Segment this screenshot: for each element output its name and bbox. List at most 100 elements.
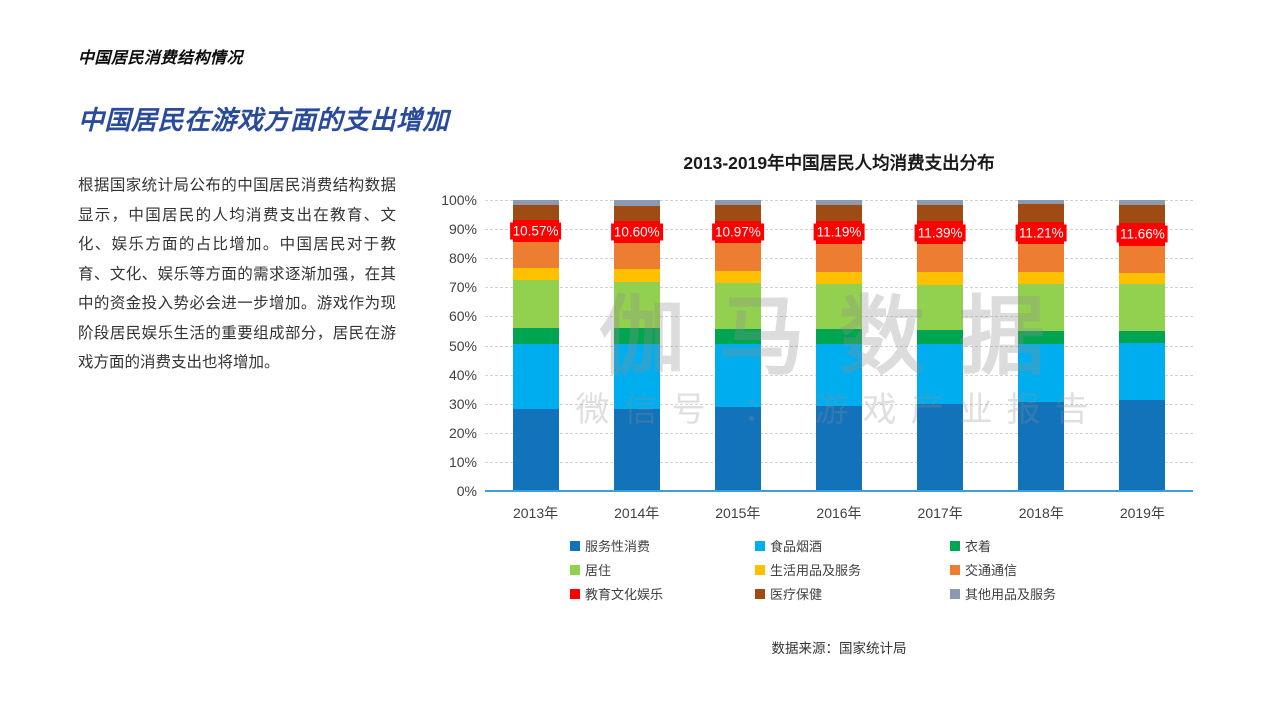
- y-tick-label: 50%: [448, 337, 477, 354]
- bar-segment-生活用品及服务: [816, 271, 862, 285]
- x-tick-label: 2013年: [512, 505, 559, 521]
- data-label: 10.60%: [610, 223, 663, 241]
- x-tick-label: 2016年: [816, 505, 862, 521]
- bar-segment-交通通信: [714, 243, 761, 271]
- bar-segment-交通通信: [1119, 245, 1166, 273]
- y-tick-label: 0%: [456, 483, 477, 499]
- bar-segment-服务性消费: [512, 409, 559, 491]
- legend-swatch: [950, 588, 960, 599]
- bar-segment-教育文化娱乐: 10.57%: [509, 219, 562, 242]
- bar-segment-交通通信: [613, 243, 660, 270]
- bar-segment-食品烟酒: [714, 343, 761, 408]
- y-tick-label: 10%: [448, 453, 477, 470]
- bar-segment-生活用品及服务: [714, 270, 761, 284]
- data-label: 11.19%: [813, 223, 865, 241]
- legend-item-食品烟酒: 食品烟酒: [755, 536, 822, 555]
- legend-swatch: [570, 540, 580, 551]
- bar-segment-交通通信: [512, 241, 559, 268]
- bar-segment-衣着: [512, 327, 559, 345]
- bar-segment-食品烟酒: [1018, 344, 1065, 402]
- legend-label: 其他用品及服务: [965, 587, 1057, 602]
- bar-segment-居住: [1018, 284, 1065, 332]
- y-tick-label: 60%: [448, 308, 477, 325]
- x-tick-label: 2017年: [917, 505, 963, 521]
- legend-item-服务性消费: 服务性消费: [570, 536, 650, 555]
- data-label: 11.21%: [1015, 224, 1067, 242]
- legend-item-居住: 居住: [570, 560, 611, 579]
- legend-swatch: [755, 588, 765, 599]
- x-axis-line: [485, 490, 1193, 492]
- chart-title: 2013-2019年中国居民人均消费支出分布: [683, 153, 995, 173]
- bar-segment-食品烟酒: [512, 344, 559, 410]
- bar-segment-服务性消费: [1018, 401, 1065, 491]
- bar-segment-服务性消费: [917, 404, 964, 491]
- bar-segment-交通通信: [917, 244, 964, 273]
- bar-segment-其他用品及服务: [512, 200, 559, 206]
- bar-segment-医疗保健: [917, 205, 964, 222]
- bar-segment-教育文化娱乐: 10.97%: [711, 220, 764, 244]
- bar-segment-其他用品及服务: [816, 200, 862, 205]
- bar-segment-服务性消费: [613, 408, 660, 491]
- legend-item-其他用品及服务: 其他用品及服务: [950, 584, 1056, 603]
- legend-label: 交通通信: [965, 563, 1018, 578]
- data-source: 数据来源：国家统计局: [771, 641, 907, 656]
- bar-segment-衣着: [1119, 330, 1166, 344]
- bar-segment-生活用品及服务: [512, 267, 559, 281]
- bar-segment-其他用品及服务: [1119, 200, 1166, 206]
- legend-item-教育文化娱乐: 教育文化娱乐: [570, 584, 663, 603]
- page-header: 中国居民消费结构情况: [78, 50, 244, 67]
- y-tick-label: 20%: [448, 424, 477, 441]
- legend-label: 衣着: [965, 539, 992, 554]
- bar-segment-其他用品及服务: [917, 200, 964, 206]
- bar-segment-居住: [714, 283, 761, 329]
- data-label: 11.39%: [914, 224, 966, 242]
- bar-segment-衣着: [917, 330, 964, 345]
- bar-segment-居住: [917, 284, 964, 331]
- bar-segment-居住: [1119, 284, 1166, 331]
- bar-segment-服务性消费: [714, 407, 761, 491]
- bar-segment-教育文化娱乐: 10.60%: [610, 221, 663, 244]
- x-tick-label: 2018年: [1018, 505, 1064, 521]
- legend-label: 医疗保健: [770, 587, 823, 602]
- y-tick-label: 70%: [448, 279, 477, 296]
- bar-segment-居住: [512, 280, 559, 328]
- legend-item-交通通信: 交通通信: [950, 560, 1017, 579]
- page-title: 中国居民在游戏方面的支出增加: [78, 105, 450, 135]
- legend-swatch: [950, 540, 960, 551]
- legend-label: 居住: [585, 563, 612, 578]
- bar-segment-教育文化娱乐: 11.19%: [813, 220, 865, 244]
- legend-swatch: [755, 564, 765, 575]
- bar-segment-服务性消费: [1119, 399, 1166, 491]
- plot-area: 伽马数据 微信号 ： 游戏产业报告 100% 90% 80% 70% 60% 50% 40%…: [441, 192, 1193, 521]
- bar-segment-交通通信: [816, 243, 862, 272]
- legend-swatch: [950, 564, 960, 575]
- legend-swatch: [755, 540, 765, 551]
- data-label: 10.97%: [711, 223, 764, 241]
- y-tick-label: 40%: [448, 366, 477, 383]
- bar-segment-食品烟酒: [613, 343, 660, 409]
- bar-segment-食品烟酒: [917, 344, 964, 405]
- legend-swatch: [570, 588, 580, 599]
- bar-segment-食品烟酒: [1119, 343, 1166, 400]
- x-tick-label: 2019年: [1119, 505, 1165, 521]
- bar-segment-其他用品及服务: [613, 200, 660, 207]
- y-tick-label: 80%: [448, 250, 477, 267]
- bar-segment-其他用品及服务: [1018, 200, 1065, 205]
- y-tick-label: 100%: [441, 192, 477, 208]
- bar-segment-衣着: [714, 328, 761, 344]
- bar-segment-教育文化娱乐: 11.66%: [1117, 222, 1168, 246]
- bar-segment-生活用品及服务: [1119, 272, 1166, 285]
- data-label: 10.57%: [509, 222, 562, 240]
- bar-segment-教育文化娱乐: 11.21%: [1015, 221, 1067, 245]
- intro-paragraph: 根据国家统计局公布的中国居民消费结构数据显示，中国居民的人均消费支出在教育、文化…: [78, 177, 396, 371]
- bar-segment-衣着: [613, 328, 660, 344]
- bar-segment-医疗保健: [816, 204, 862, 221]
- bar-segment-生活用品及服务: [1018, 271, 1065, 285]
- legend-item-生活用品及服务: 生活用品及服务: [755, 560, 861, 579]
- y-tick-label: 30%: [448, 395, 477, 412]
- bar-segment-医疗保健: [613, 206, 660, 222]
- bar-segment-居住: [816, 284, 862, 330]
- bar-segment-服务性消费: [816, 405, 862, 491]
- bar-segment-其他用品及服务: [714, 200, 761, 206]
